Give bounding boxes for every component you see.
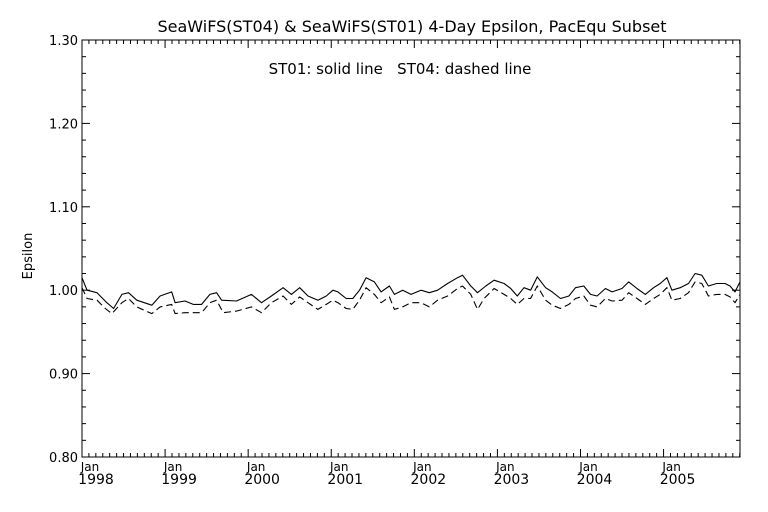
series-line-st01	[81, 272, 741, 310]
x-tick-month: Jan	[80, 460, 100, 474]
x-axis: Jan1998Jan1999Jan2000Jan2001Jan2002Jan20…	[78, 40, 741, 488]
x-tick-year: 2002	[411, 472, 447, 488]
x-tick-month: Jan	[578, 460, 598, 474]
x-tick-month: Jan	[163, 460, 183, 474]
y-tick-label: 0.90	[49, 368, 78, 383]
y-axis: 0.80 0.90 1.00 1.10 1.20 1.30	[49, 34, 740, 466]
y-tick-label: 0.80	[49, 451, 78, 466]
x-tick-year: 2000	[244, 472, 280, 488]
y-tick-label: 1.00	[49, 284, 78, 299]
x-tick-year: 1998	[78, 472, 114, 488]
x-tick-year: 2004	[577, 472, 613, 488]
y-tick-label: 1.30	[49, 34, 78, 49]
x-tick-year: 2003	[494, 472, 530, 488]
y-tick-label: 1.10	[49, 201, 78, 216]
series-line-st04	[81, 281, 741, 315]
x-tick-year: 2005	[660, 472, 696, 488]
chart-title: SeaWiFS(ST04) & SeaWiFS(ST01) 4-Day Epsi…	[157, 17, 666, 36]
x-tick-year: 2001	[327, 472, 363, 488]
x-tick-month: Jan	[246, 460, 266, 474]
plot-frame	[81, 39, 741, 458]
line-style-annotation: ST01: solid line ST04: dashed line	[269, 60, 532, 78]
x-tick-month: Jan	[412, 460, 432, 474]
series-layer	[81, 272, 741, 315]
y-axis-label: Epsilon	[21, 233, 36, 280]
x-tick-month: Jan	[495, 460, 515, 474]
x-tick-month: Jan	[329, 460, 349, 474]
y-tick-label: 1.20	[49, 117, 78, 132]
x-tick-year: 1999	[161, 472, 197, 488]
x-tick-month: Jan	[661, 460, 681, 474]
